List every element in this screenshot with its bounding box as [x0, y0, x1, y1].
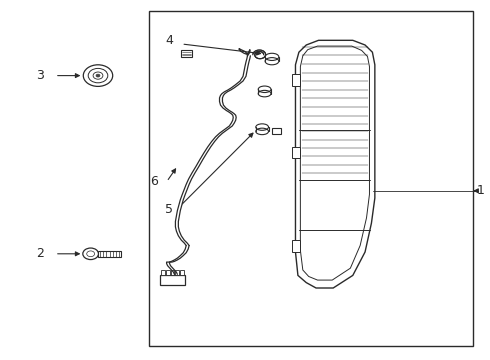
Text: 6: 6: [150, 175, 158, 188]
Bar: [149, 11, 473, 346]
Bar: [292, 147, 300, 158]
Bar: [292, 240, 300, 252]
Text: 3: 3: [36, 69, 44, 82]
Bar: [180, 270, 184, 275]
Text: 4: 4: [165, 34, 173, 47]
Bar: [181, 50, 192, 57]
Bar: [161, 270, 165, 275]
Bar: [166, 270, 170, 275]
Bar: [160, 275, 185, 285]
Bar: [292, 74, 300, 86]
Bar: [272, 128, 281, 134]
Circle shape: [96, 74, 100, 77]
Bar: [171, 270, 174, 275]
Text: 2: 2: [36, 247, 44, 260]
Text: 1: 1: [476, 184, 484, 197]
Bar: [175, 270, 179, 275]
Text: 5: 5: [165, 203, 173, 216]
Bar: [98, 251, 121, 257]
